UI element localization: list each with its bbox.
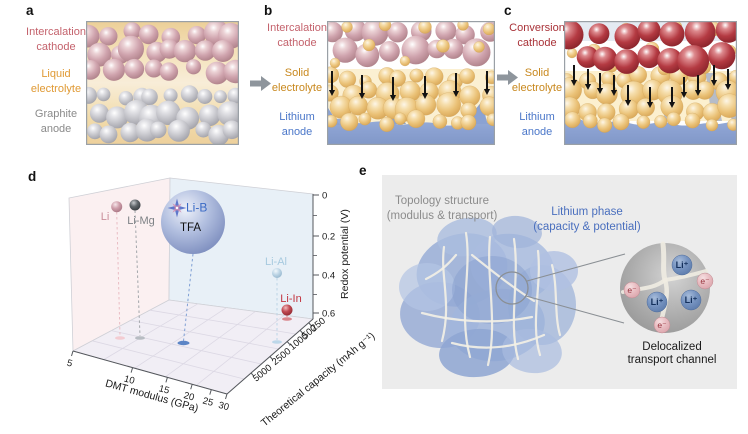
svg-text:Li⁺: Li⁺ [685,295,698,305]
tfa-annotation: TFA [180,222,201,234]
svg-text:0.2: 0.2 [322,231,335,242]
panel-label-d: d [28,169,37,184]
panel-c-illustration [564,21,737,145]
lithium-ion [671,254,693,276]
point-li-mg [129,199,141,211]
delocalized-channel-caption: Delocalized transport channel [627,341,717,366]
svg-text:10: 10 [123,374,136,387]
panel-label-a: a [26,3,34,18]
svg-text:30: 30 [217,400,230,413]
panel-c-anode-label: Lithium anode [519,111,555,138]
magnifier-circle-icon [495,271,529,305]
panel-a-electrolyte-label: Liquid electrolyte [30,68,82,95]
panel-b-illustration [327,21,495,145]
panel-a-illustration [86,21,239,145]
panel-b-cathode-label: Intercalation cathode [267,22,327,49]
svg-text:e⁻: e⁻ [627,285,637,295]
lithium-phase-blob [399,215,578,378]
svg-text:Li⁺: Li⁺ [676,260,689,270]
lithium-ion [680,289,702,311]
svg-text:0: 0 [322,190,327,201]
svg-text:e⁻: e⁻ [700,276,710,286]
panel-d-3d-scatter: 0 0.2 0.4 0.6 Redox potential (V) 5 10 15 20 25 30… [66,177,377,429]
svg-text:Li: Li [101,211,110,223]
panel-a-cathode-label: Intercalation cathode [26,26,86,53]
panel-label-e: e [359,163,367,178]
point-li-al [272,268,282,278]
star-marker-icon [167,198,187,218]
svg-text:Li-In: Li-In [280,293,301,305]
point-li-in [281,304,293,316]
svg-text:25: 25 [201,396,214,409]
svg-text:0.4: 0.4 [322,270,335,281]
z-axis-title: Redox potential (V) [339,209,351,299]
svg-text:20: 20 [182,390,195,403]
lithium-ion [646,291,668,313]
svg-text:5: 5 [66,358,74,370]
arrow-right-icon [497,70,518,85]
lithium-phase-label: Lithium phase (capacity & potential) [533,206,641,233]
electron [623,281,641,299]
svg-text:Li-Mg: Li-Mg [127,215,155,227]
svg-text:Li⁺: Li⁺ [651,297,664,307]
electron [653,316,671,334]
panel-b-electrolyte-label: Solid electrolyte [271,67,323,94]
svg-text:Li-Al: Li-Al [265,256,287,268]
panel-b-anode-label: Lithium anode [279,111,315,138]
topology-structure-label: Topology structure (modulus & transport) [386,195,498,222]
panel-c-electrolyte-label: Solid electrolyte [511,67,563,94]
svg-text:e⁻: e⁻ [657,320,667,330]
panel-e-illustration: Li⁺Li⁺ Li⁺e⁻e⁻e⁻ [399,215,714,378]
panel-a-anode-label: Graphite anode [34,108,78,135]
panel-c-cathode-label: Conversion cathode [509,22,565,49]
svg-text:Li-B: Li-B [186,201,207,215]
svg-text:0.6: 0.6 [322,308,335,319]
point-li [111,201,123,213]
svg-text:15: 15 [158,383,171,396]
arrow-right-icon [250,76,271,91]
panel-label-b: b [264,3,273,18]
electron [696,272,714,290]
panel-label-c: c [504,3,512,18]
